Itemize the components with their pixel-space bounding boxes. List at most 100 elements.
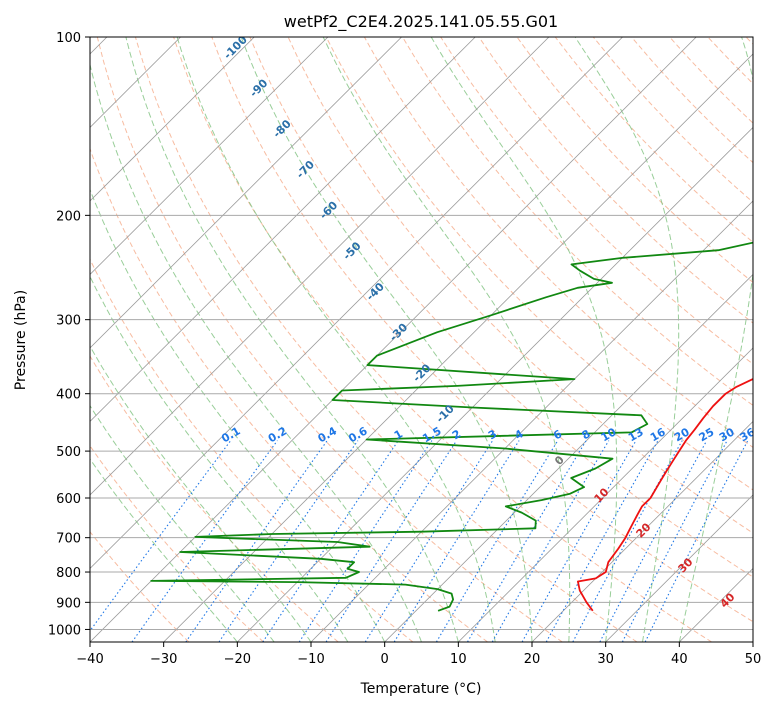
moist-adiabat (90, 275, 349, 642)
plot-frame (89, 36, 754, 643)
dry-adiabat (363, 37, 753, 448)
moist-adiabat (322, 37, 571, 642)
mixing-ratio-line (521, 440, 637, 642)
mixing-ratio-label: 16 (648, 425, 668, 444)
mixing-ratio-line (545, 440, 659, 642)
mixing-ratio-label: 36 (738, 425, 758, 444)
dry-adiabat (96, 37, 563, 642)
dry-adiabat (707, 37, 753, 85)
dry-adiabat (90, 445, 264, 642)
isotherm-line (90, 37, 623, 570)
y-tick-label: 500 (56, 445, 81, 460)
isotherm-line (90, 37, 697, 642)
x-tick-label: 40 (671, 652, 688, 667)
chart-title: wetPf2_C2E4.2025.141.05.55.G01 (284, 12, 558, 32)
isotherm-line (605, 494, 753, 642)
dry-adiabat (325, 37, 753, 491)
dry-adiabat (134, 37, 638, 642)
moist-adiabat (678, 37, 753, 642)
dry-adiabat-label: -40 (364, 280, 387, 303)
dry-adiabat-label: -50 (340, 239, 363, 262)
isotherm-line (90, 37, 550, 496)
x-axis-label: Temperature (°C) (360, 681, 482, 697)
mixing-ratio-label: 8 (580, 427, 593, 442)
mixing-ratio-line (131, 440, 278, 642)
mixing-ratio-label: 13 (626, 425, 646, 444)
mixing-ratio-line (298, 440, 433, 642)
dry-adiabat-label: 40 (718, 590, 738, 610)
annotation-layer: -100-90-80-70-60-50-40-30-20-10010203040… (219, 37, 758, 611)
x-tick-label: 50 (745, 652, 762, 667)
mixing-ratio-line (467, 440, 587, 642)
x-tick-label: 10 (450, 652, 467, 667)
mixing-ratio-line (218, 440, 359, 642)
isotherm-line (90, 37, 402, 349)
mixing-ratio-line (644, 440, 749, 642)
y-axis-label: Pressure (hPa) (13, 290, 29, 390)
isotherm-line (310, 200, 753, 642)
moist-adiabat (430, 37, 618, 642)
mixing-ratio-label: 0.6 (346, 424, 370, 445)
x-tick-label: 0 (381, 652, 389, 667)
dry-adiabat-label: -20 (410, 361, 433, 384)
moist-adiabat (90, 345, 312, 642)
isotherm-line (163, 53, 753, 642)
x-tick-label: −20 (224, 652, 251, 667)
mixing-ratio-line (90, 440, 232, 632)
mixing-ratio-line (364, 440, 494, 642)
mixing-ratio-line (621, 440, 728, 642)
series-layer (150, 241, 753, 612)
x-tick-label: −30 (150, 652, 177, 667)
y-tick-label: 900 (56, 596, 81, 611)
moist-adiabat (90, 62, 422, 642)
mixing-ratio-line (185, 440, 328, 642)
dry-adiabat-label: 0 (552, 453, 567, 468)
y-tick-label: 300 (56, 314, 81, 329)
y-tick-label: 700 (56, 532, 81, 547)
x-axis: −40 −30 −20 −10 0 10 20 30 40 50 (76, 642, 761, 667)
mixing-ratio-label: 0.1 (219, 424, 242, 445)
moist-adiabat (90, 458, 238, 642)
mixing-ratio-label: 0.4 (316, 424, 340, 445)
dry-adiabat (90, 530, 190, 642)
dry-adiabat (90, 147, 488, 642)
y-tick-label: 1000 (48, 623, 81, 638)
dry-adiabat (745, 37, 753, 45)
mixing-ratio-label: 1 (392, 427, 405, 442)
dry-adiabat-label: -30 (387, 321, 410, 344)
dry-adiabat (90, 355, 339, 642)
mixing-ratio-label: 20 (672, 425, 692, 444)
isotherm-line (531, 420, 753, 642)
isotherm-line (90, 37, 476, 423)
dry-adiabat-label: -90 (247, 76, 270, 99)
mixing-ratio-line (435, 440, 559, 642)
x-tick-label: −10 (297, 652, 324, 667)
mixing-ratio-line (572, 440, 683, 642)
moist-adiabat (90, 404, 275, 642)
y-tick-label: 200 (56, 209, 81, 224)
mixing-ratio-label: 3 (486, 427, 499, 442)
mixing-ratio-line (262, 440, 399, 642)
dry-adiabat (669, 37, 753, 124)
dry-adiabat (554, 37, 753, 243)
mixing-ratio-line (325, 440, 458, 642)
x-tick-label: 20 (524, 652, 541, 667)
dry-adiabat (478, 37, 753, 324)
moist-adiabat (176, 37, 496, 642)
temperature-series-line (577, 378, 753, 612)
moist-adiabat (240, 37, 533, 642)
moist-adiabat (574, 37, 680, 642)
dry-adiabat-label: -80 (271, 117, 294, 140)
isotherm-line (458, 347, 753, 642)
mixing-ratio-label: 0.2 (266, 424, 289, 445)
x-tick-label: −40 (76, 652, 103, 667)
dry-adiabat (211, 37, 753, 623)
isotherm-line (237, 126, 753, 642)
mixing-ratio-line (393, 440, 520, 642)
dry-adiabat (516, 37, 753, 284)
dry-adiabat (173, 37, 712, 642)
mixing-ratio-line (491, 440, 610, 642)
isotherm-line (90, 37, 329, 275)
x-tick-label: 30 (597, 652, 614, 667)
